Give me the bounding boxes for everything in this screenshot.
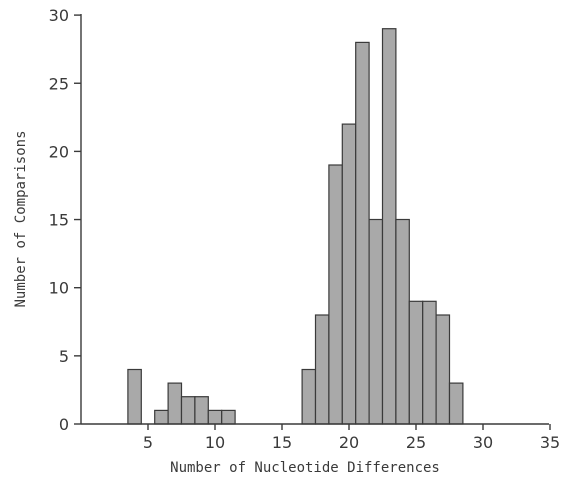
x-tick-label-25: 25 bbox=[406, 433, 426, 452]
histogram-bar-20 bbox=[341, 123, 357, 425]
y-tick-label-25: 25 bbox=[49, 74, 69, 93]
x-tick-label-35: 35 bbox=[540, 433, 560, 452]
y-axis-title: Number of Comparisons bbox=[13, 130, 29, 307]
histogram-bar-18 bbox=[314, 314, 330, 425]
histogram-bar-27 bbox=[435, 314, 451, 425]
histogram-bar-24 bbox=[395, 218, 410, 425]
y-tick-label-30: 30 bbox=[49, 6, 69, 25]
x-tick-label-20: 20 bbox=[339, 433, 359, 452]
y-tick-label-15: 15 bbox=[49, 211, 69, 230]
y-tick-label-20: 20 bbox=[49, 142, 69, 161]
x-tick-label-10: 10 bbox=[205, 433, 225, 452]
histogram-bar-22 bbox=[368, 218, 384, 425]
x-ticks-group: 5 10 15 20 25 30 35 bbox=[143, 424, 560, 452]
histogram-bar-11 bbox=[221, 409, 236, 425]
histogram-bar-25 bbox=[408, 300, 424, 425]
histogram-bar-21 bbox=[355, 41, 370, 425]
y-tick-label-5: 5 bbox=[59, 347, 69, 366]
x-tick-label-5: 5 bbox=[143, 433, 153, 452]
histogram-bar-4 bbox=[127, 368, 142, 425]
y-tick-label-10: 10 bbox=[49, 279, 69, 298]
histogram-bar-9 bbox=[194, 396, 209, 425]
histogram-bar-10 bbox=[207, 409, 223, 425]
bars-group bbox=[127, 28, 464, 425]
histogram-bar-26 bbox=[422, 300, 437, 425]
histogram-bar-17 bbox=[301, 368, 317, 425]
x-axis-title: Number of Nucleotide Differences bbox=[170, 460, 440, 476]
histogram-bar-8 bbox=[180, 396, 196, 425]
y-tick-label-0: 0 bbox=[59, 415, 69, 434]
histogram-bar-6 bbox=[154, 409, 169, 425]
histogram-bar-28 bbox=[448, 382, 464, 425]
histogram-bar-7 bbox=[167, 382, 183, 425]
y-ticks-group: 0 5 10 15 20 25 30 bbox=[49, 6, 81, 434]
x-tick-label-30: 30 bbox=[473, 433, 493, 452]
histogram-bar-23 bbox=[381, 28, 397, 425]
histogram-bar-19 bbox=[328, 164, 343, 425]
x-tick-label-15: 15 bbox=[272, 433, 292, 452]
